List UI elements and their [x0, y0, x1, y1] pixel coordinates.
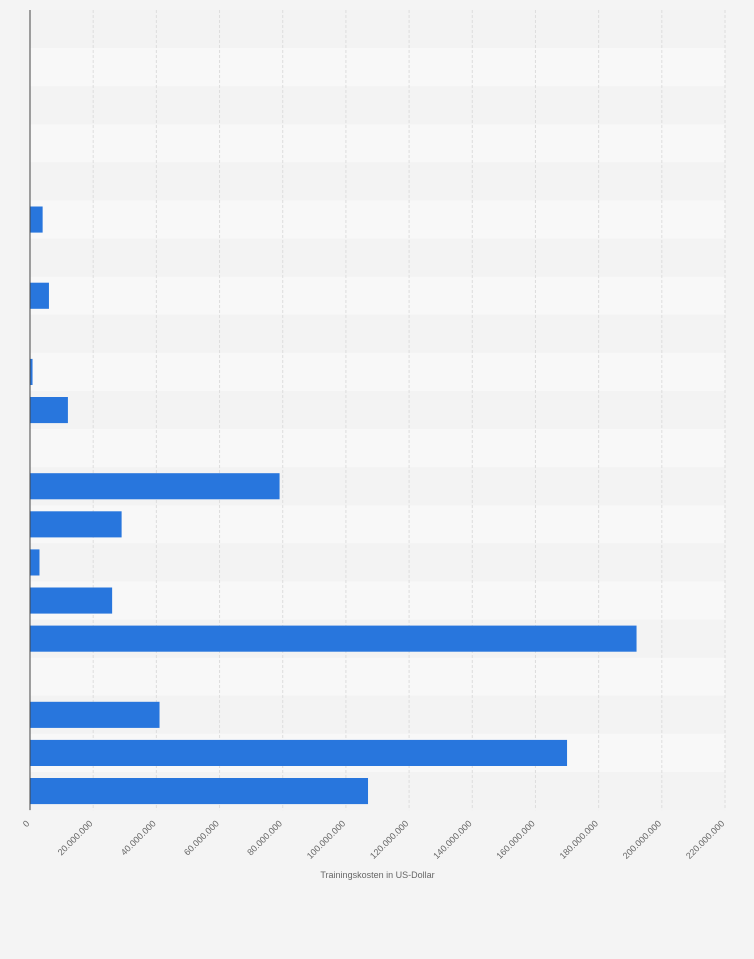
row-band	[30, 505, 725, 544]
row-band	[30, 391, 725, 430]
bar	[30, 587, 113, 614]
bar	[30, 549, 40, 576]
row-band	[30, 314, 725, 353]
bar	[30, 511, 122, 538]
bar	[30, 473, 280, 500]
x-tick-label: 0	[21, 818, 32, 829]
row-band	[30, 124, 725, 163]
row-band	[30, 276, 725, 315]
row-band	[30, 429, 725, 468]
grid-lines	[92, 10, 726, 811]
bar	[30, 282, 49, 309]
row-band	[30, 162, 725, 201]
row-band	[30, 543, 725, 582]
bar	[30, 701, 160, 728]
row-band	[30, 657, 725, 696]
bars	[30, 206, 637, 805]
row-band	[30, 10, 725, 49]
x-axis-title: Trainingskosten in US-Dollar	[320, 870, 434, 880]
bar	[30, 625, 637, 652]
bar	[30, 358, 33, 385]
bar	[30, 206, 43, 233]
row-band	[30, 238, 725, 277]
bar	[30, 778, 369, 805]
bar	[30, 397, 68, 424]
row-band	[30, 200, 725, 239]
row-band	[30, 48, 725, 87]
row-band	[30, 581, 725, 620]
row-band	[30, 352, 725, 391]
bar	[30, 739, 568, 766]
row-bands	[30, 10, 725, 811]
row-band	[30, 86, 725, 125]
